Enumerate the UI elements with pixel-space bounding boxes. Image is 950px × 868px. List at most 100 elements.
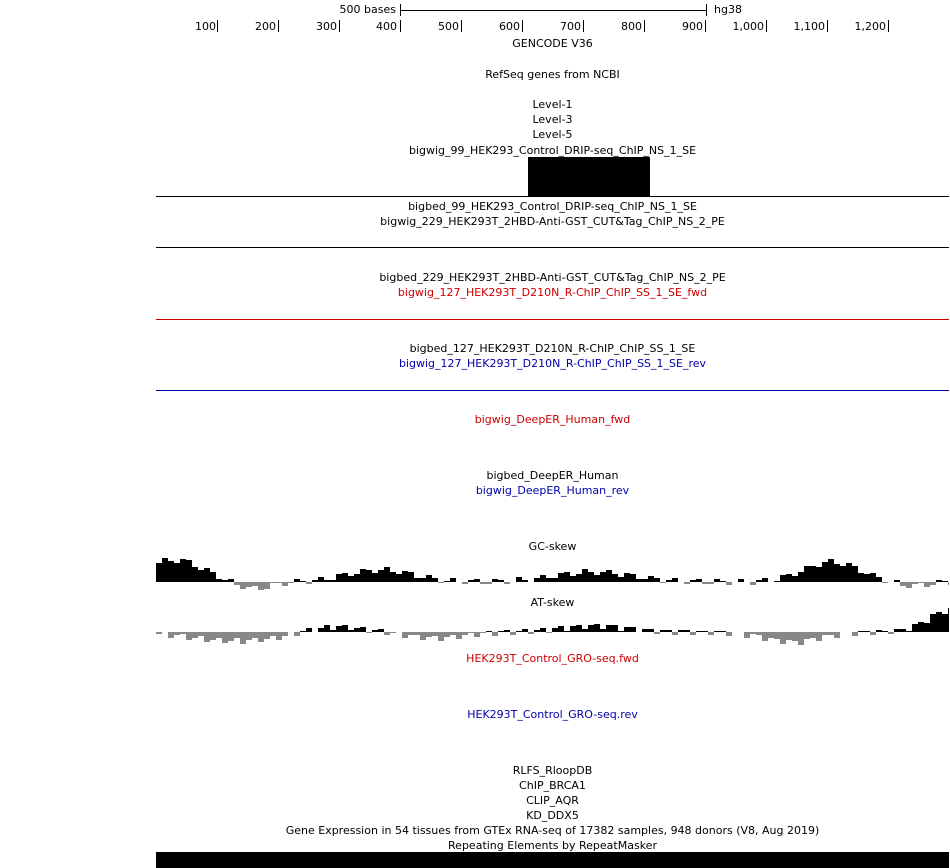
repeatmasker-feature-bar[interactable]: [156, 852, 949, 868]
skew-bar: [786, 574, 792, 582]
skew-bar: [198, 632, 204, 636]
tick-mark: [339, 20, 340, 32]
skew-bar: [318, 628, 324, 632]
skew-bar: [156, 632, 162, 634]
track-label-bigbed-127[interactable]: bigbed_127_HEK293T_D210N_R-ChIP_ChIP_SS_…: [409, 342, 696, 355]
skew-bar: [342, 573, 348, 582]
track-label-bigbed-99[interactable]: bigbed_99_HEK293_Control_DRIP-seq_ChIP_N…: [408, 200, 697, 213]
skew-bar: [918, 582, 924, 583]
skew-bar: [306, 582, 312, 584]
skew-bar: [378, 570, 384, 582]
skew-bar: [486, 631, 492, 632]
track-label-bigwig-229[interactable]: bigwig_229_HEK293T_2HBD-Anti-GST_CUT&Tag…: [380, 215, 725, 228]
track-baseline: [156, 247, 949, 248]
skew-bar: [864, 631, 870, 632]
track-label-bigwig-127-fwd[interactable]: bigwig_127_HEK293T_D210N_R-ChIP_ChIP_SS_…: [397, 286, 708, 299]
skew-bar: [726, 632, 732, 636]
skew-bar: [180, 559, 186, 582]
track-label-chip-brca1[interactable]: ChIP_BRCA1: [519, 779, 586, 792]
skew-bar: [330, 580, 336, 582]
skew-bar: [648, 629, 654, 632]
tick-mark: [705, 20, 706, 32]
skew-bar: [408, 632, 414, 635]
skew-bar: [324, 625, 330, 632]
track-label-bigwig-127-rev[interactable]: bigwig_127_HEK293T_D210N_R-ChIP_ChIP_SS_…: [398, 357, 707, 370]
skew-bar: [390, 632, 396, 633]
scale-label: 500 bases: [339, 3, 396, 16]
skew-bar: [642, 579, 648, 582]
skew-bar: [546, 578, 552, 582]
track-label-gtex[interactable]: Gene Expression in 54 tissues from GTEx …: [285, 824, 820, 837]
tick-label: 400: [376, 20, 397, 33]
skew-bar: [684, 582, 690, 584]
skew-bar: [858, 631, 864, 632]
track-label-rlfs[interactable]: RLFS_RloopDB: [512, 764, 593, 777]
skew-bar: [876, 577, 882, 582]
skew-bar: [222, 580, 228, 582]
skew-bar: [672, 578, 678, 582]
skew-bar: [264, 632, 270, 639]
skew-bar: [618, 631, 624, 632]
skew-bar: [426, 632, 432, 637]
skew-bar: [690, 632, 696, 635]
track-label-refseq[interactable]: RefSeq genes from NCBI: [485, 68, 620, 81]
signal-block[interactable]: [528, 157, 650, 196]
skew-bar: [426, 575, 432, 582]
skew-bar: [348, 630, 354, 632]
tick-label: 200: [255, 20, 276, 33]
track-label-clip-aqr[interactable]: CLIP_AQR: [526, 794, 579, 807]
track-label-gro-rev[interactable]: HEK293T_Control_GRO-seq.rev: [467, 708, 638, 721]
skew-bar: [588, 572, 594, 582]
skew-bar: [792, 576, 798, 582]
skew-bar: [690, 580, 696, 582]
tick-label: 300: [316, 20, 337, 33]
track-label-deeper-fwd[interactable]: bigwig_DeepER_Human_fwd: [474, 413, 631, 426]
skew-bar: [306, 628, 312, 632]
track-label-deeper-rev[interactable]: bigwig_DeepER_Human_rev: [475, 484, 630, 497]
track-label-bigbed-229[interactable]: bigbed_229_HEK293T_2HBD-Anti-GST_CUT&Tag…: [379, 271, 726, 284]
track-label-repeatmasker[interactable]: Repeating Elements by RepeatMasker: [448, 839, 657, 852]
skew-bar: [840, 566, 846, 582]
track-label-level-5[interactable]: Level-5: [532, 128, 573, 141]
skew-bar: [600, 572, 606, 582]
skew-bar: [366, 632, 372, 633]
skew-bar: [660, 582, 666, 583]
skew-bar: [648, 576, 654, 582]
skew-bar: [918, 622, 924, 632]
skew-bar: [492, 579, 498, 582]
skew-bar: [708, 632, 714, 635]
skew-bar: [276, 582, 282, 583]
scale-bar-right-cap: [706, 4, 707, 16]
track-label-deeper-bigbed[interactable]: bigbed_DeepER_Human: [486, 469, 619, 482]
skew-bar: [876, 630, 882, 632]
skew-bar: [258, 582, 264, 590]
skew-bar: [480, 632, 486, 633]
skew-bar: [798, 572, 804, 582]
skew-bar: [192, 632, 198, 638]
skew-bar: [912, 624, 918, 632]
skew-bar: [900, 582, 906, 586]
track-label-kd-ddx5[interactable]: KD_DDX5: [526, 809, 579, 822]
at-skew-track[interactable]: [156, 608, 949, 648]
skew-bar: [384, 632, 390, 635]
track-label-level-3[interactable]: Level-3: [532, 113, 573, 126]
skew-bar: [870, 632, 876, 635]
skew-bar: [252, 632, 258, 638]
track-label-gc-skew[interactable]: GC-skew: [528, 540, 577, 553]
track-label-bigwig-99[interactable]: bigwig_99_HEK293_Control_DRIP-seq_ChIP_N…: [408, 144, 697, 157]
skew-bar: [354, 574, 360, 582]
skew-bar: [942, 581, 948, 582]
skew-bar: [228, 632, 234, 641]
skew-bar: [270, 582, 276, 583]
skew-bar: [354, 628, 360, 632]
track-label-at-skew[interactable]: AT-skew: [530, 596, 575, 609]
gc-skew-track[interactable]: [156, 553, 949, 593]
track-label-gro-fwd[interactable]: HEK293T_Control_GRO-seq.fwd: [466, 652, 639, 665]
skew-bar: [372, 573, 378, 582]
skew-bar: [786, 632, 792, 640]
skew-bar: [474, 632, 480, 637]
skew-bar: [654, 632, 660, 634]
base-position-ruler[interactable]: 500 bases hg38 100 200 300 400 500 600 7…: [0, 0, 950, 40]
track-label-level-1[interactable]: Level-1: [532, 98, 573, 111]
track-label-gencode[interactable]: GENCODE V36: [512, 37, 593, 50]
